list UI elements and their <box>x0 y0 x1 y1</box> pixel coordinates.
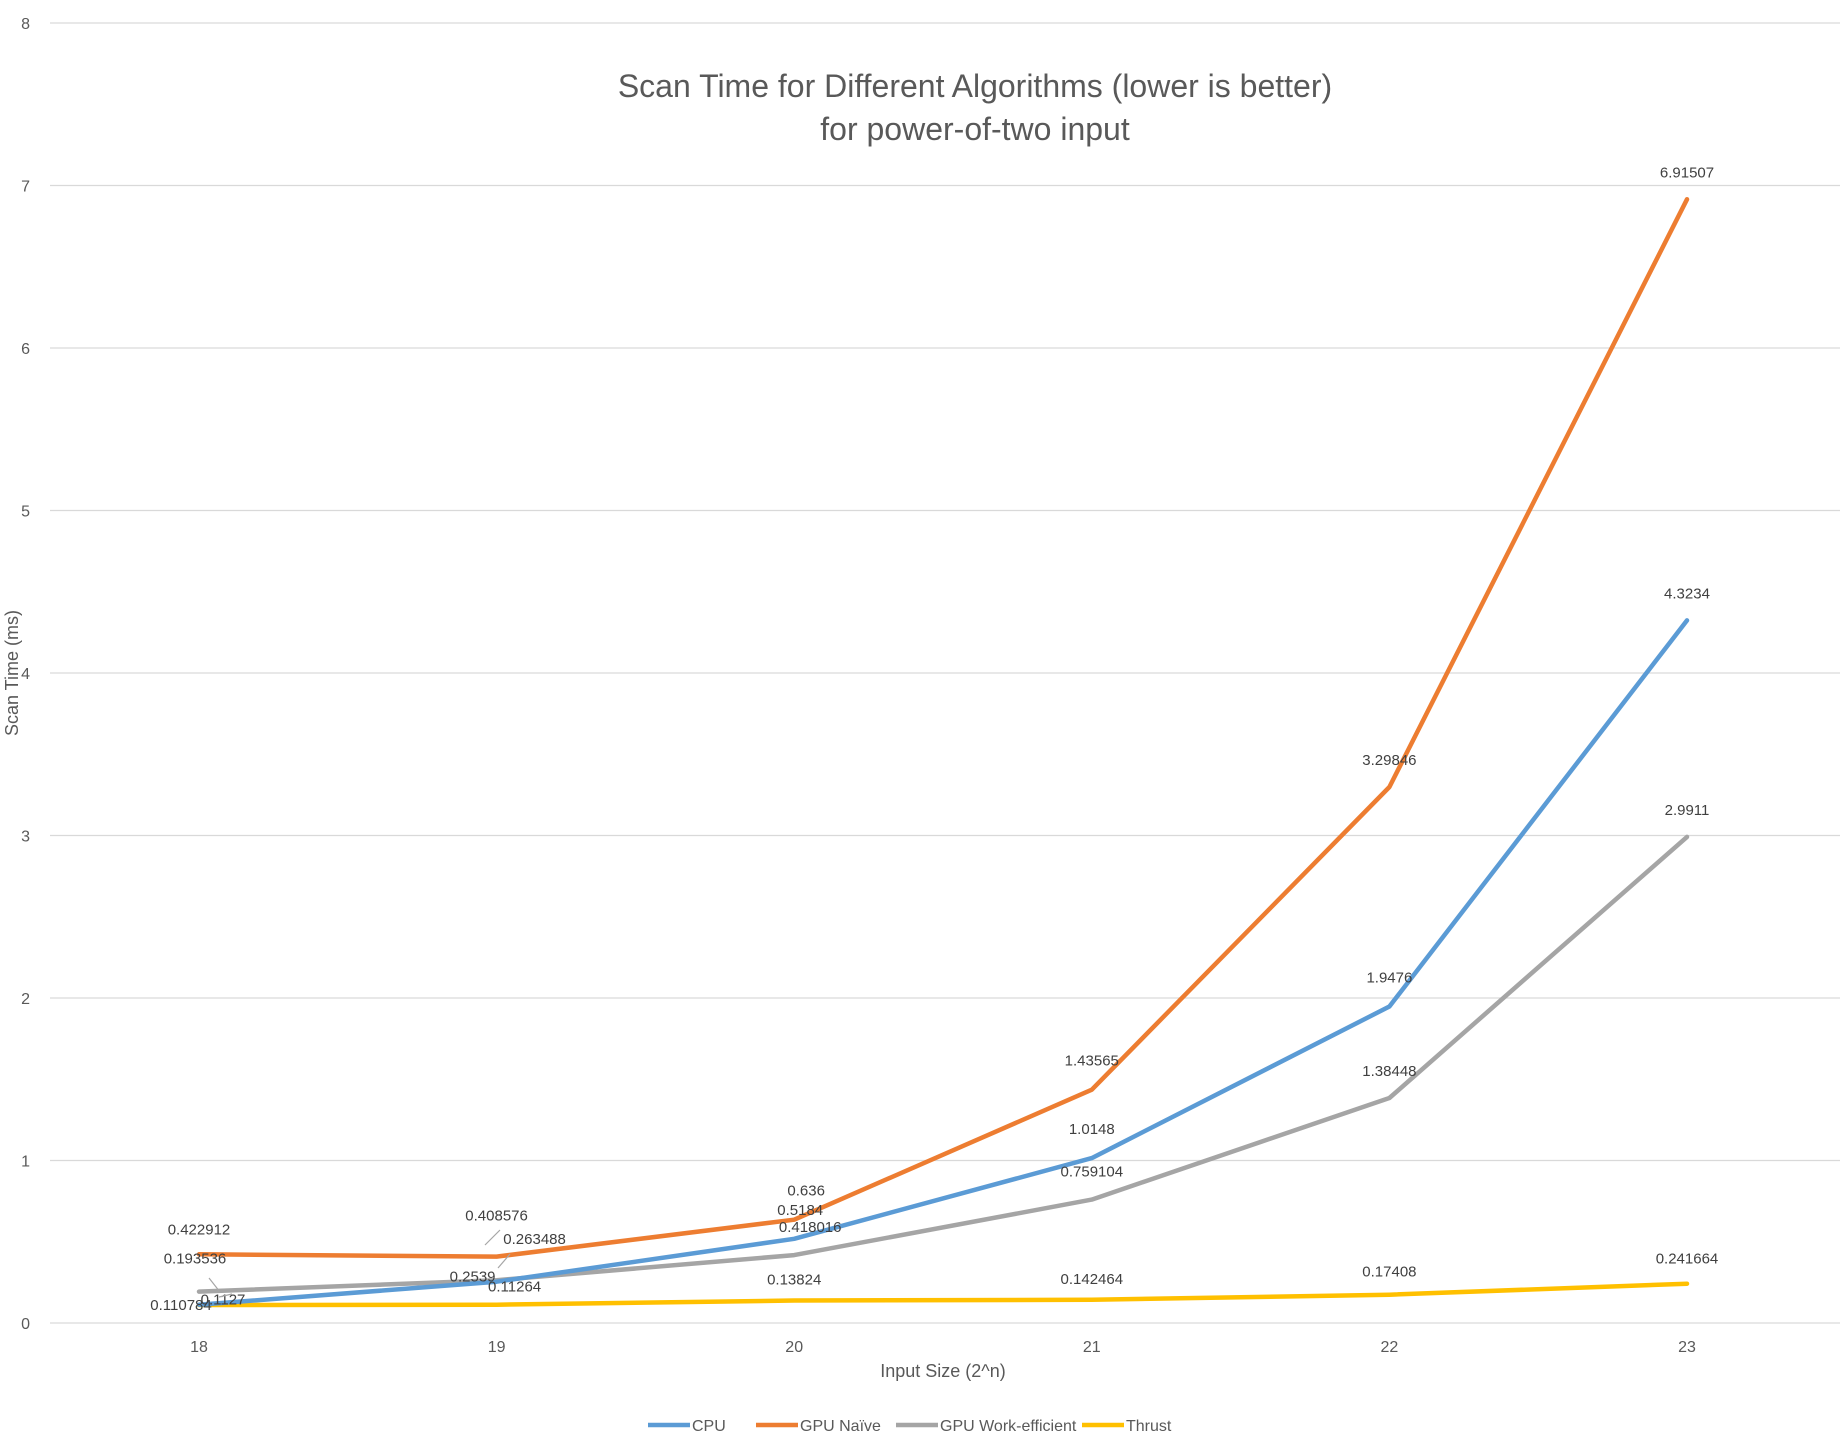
gridlines <box>50 22 1840 1324</box>
x-tick-label-21: 21 <box>1083 1339 1101 1356</box>
x-tick-label-22: 22 <box>1381 1339 1399 1356</box>
legend: CPU GPU Naïve GPU Work-efficient Thrust <box>648 1418 1172 1435</box>
legend-label-cpu: CPU <box>692 1418 726 1435</box>
legend-label-gpu-work-efficient: GPU Work-efficient <box>940 1418 1077 1435</box>
y-tick-label-6: 6 <box>21 341 30 358</box>
data-label-cpu-20: 0.5184 <box>777 1202 823 1219</box>
y-tick-label-8: 8 <box>21 16 30 33</box>
y-tick-label-4: 4 <box>21 666 30 683</box>
leader-line-1 <box>208 1277 221 1293</box>
data-label-gpu-na-ve-22: 3.29846 <box>1362 752 1416 769</box>
data-label-thrust-21: 0.142464 <box>1061 1271 1124 1288</box>
data-label-cpu-22: 1.9476 <box>1366 970 1412 987</box>
series-line-cpu <box>196 618 1690 1307</box>
leader-line-3 <box>484 1229 501 1246</box>
data-label-gpu-na-ve-19: 0.408576 <box>465 1208 528 1225</box>
data-labels: 0.1127 0.2539 0.5184 1.0148 1.9476 4.3234 0.42… <box>150 164 1718 1314</box>
y-axis-ticks: 0 1 2 3 4 5 6 7 8 <box>21 16 30 1333</box>
data-label-cpu-19: 0.2539 <box>450 1269 496 1286</box>
legend-label-thrust: Thrust <box>1126 1418 1172 1435</box>
x-tick-label-19: 19 <box>488 1339 506 1356</box>
x-axis-ticks: 18 19 20 21 22 23 <box>190 1339 1696 1356</box>
x-tick-label-18: 18 <box>190 1339 208 1356</box>
leader-line-4 <box>497 1253 511 1269</box>
legend-label-gpu-na-ve: GPU Naïve <box>800 1418 881 1435</box>
data-label-thrust-18: 0.110784 <box>150 1297 211 1314</box>
y-tick-label-0: 0 <box>21 1316 30 1333</box>
data-label-cpu-21: 1.0148 <box>1069 1121 1115 1138</box>
y-axis-title: Scan Time (ms) <box>2 610 22 736</box>
series-line-thrust <box>196 1281 1690 1308</box>
data-label-thrust-20: 0.13824 <box>767 1272 821 1289</box>
data-label-gpu-work-efficient-18: 0.193536 <box>164 1251 227 1268</box>
x-tick-label-23: 23 <box>1678 1339 1696 1356</box>
x-tick-label-20: 20 <box>785 1339 803 1356</box>
data-label-gpu-na-ve-21: 1.43565 <box>1065 1053 1119 1070</box>
x-axis-title: Input Size (2^n) <box>880 1361 1006 1381</box>
y-tick-label-5: 5 <box>21 504 30 521</box>
data-label-gpu-work-efficient-22: 1.38448 <box>1362 1063 1416 1080</box>
chart-subtitle: for power-of-two input <box>820 111 1130 147</box>
data-label-gpu-na-ve-18: 0.422912 <box>168 1221 231 1238</box>
chart-title: Scan Time for Different Algorithms (lowe… <box>618 68 1332 104</box>
series-line-gpu-na-ve <box>196 197 1690 1259</box>
series-lines <box>196 197 1690 1308</box>
y-tick-label-2: 2 <box>21 991 30 1008</box>
data-label-gpu-work-efficient-19: 0.263488 <box>503 1231 566 1248</box>
data-label-gpu-work-efficient-21: 0.759104 <box>1061 1164 1124 1181</box>
data-label-cpu-23: 4.3234 <box>1664 585 1710 602</box>
data-label-thrust-22: 0.17408 <box>1362 1264 1416 1281</box>
leader-line-2 <box>218 1293 233 1298</box>
data-label-gpu-work-efficient-23: 2.9911 <box>1665 802 1710 819</box>
y-tick-label-3: 3 <box>21 829 30 846</box>
series-line-gpu-work-efficient <box>196 834 1690 1294</box>
y-tick-label-7: 7 <box>21 179 30 196</box>
y-tick-label-1: 1 <box>21 1154 30 1171</box>
data-label-thrust-23: 0.241664 <box>1656 1251 1719 1268</box>
data-label-gpu-work-efficient-20: 0.418016 <box>779 1219 842 1236</box>
data-label-thrust-19: 0.11264 <box>488 1279 541 1296</box>
data-label-cpu-18: 0.1127 <box>201 1292 246 1309</box>
data-label-gpu-na-ve-23: 6.91507 <box>1660 164 1714 181</box>
data-label-gpu-na-ve-20: 0.636 <box>787 1183 825 1200</box>
